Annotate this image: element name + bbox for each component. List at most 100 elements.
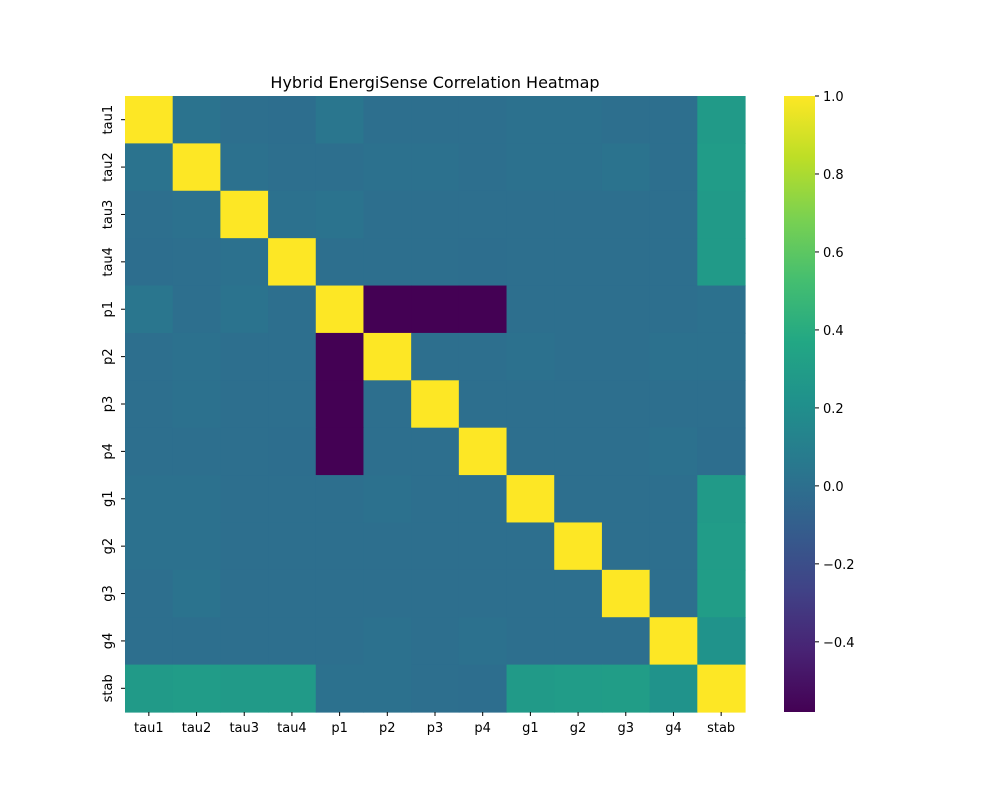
y-tick-label: tau2: [101, 152, 116, 182]
heatmap-cell-g2-g4: [649, 522, 698, 571]
heatmap-cell-p3-tau4: [268, 380, 317, 429]
x-tick-label: g3: [618, 721, 635, 736]
heatmap-cell-p2-tau4: [268, 332, 317, 381]
heatmap-cell-p3-p3: [411, 380, 460, 429]
heatmap-cell-stab-tau1: [125, 664, 174, 713]
heatmap-cell-g1-tau1: [125, 475, 174, 524]
heatmap-cell-stab-g2: [554, 664, 603, 713]
heatmap-cell-tau2-g1: [506, 143, 555, 192]
x-tick-label: p3: [427, 721, 444, 736]
heatmap-cell-tau3-g4: [649, 190, 698, 239]
heatmap-cell-tau4-p3: [411, 238, 460, 287]
heatmap-cell-g4-p1: [315, 617, 365, 666]
heatmap-cell-tau1-g4: [649, 96, 698, 144]
colorbar-tick-label: 0.6: [823, 246, 844, 261]
heatmap-cell-tau1-g2: [554, 96, 603, 144]
heatmap-cell-tau2-p3: [411, 143, 460, 192]
heatmap-cell-p4-g1: [506, 427, 555, 476]
heatmap-cell-g4-g4: [649, 617, 698, 666]
heatmap-cell-tau4-tau2: [172, 238, 221, 287]
heatmap-cell-p4-p1: [315, 427, 365, 476]
heatmap-cell-tau4-g3: [601, 238, 651, 287]
heatmap-cell-tau1-p4: [458, 96, 508, 144]
heatmap-cell-stab-p2: [363, 664, 412, 713]
heatmap-cell-stab-g4: [649, 664, 698, 713]
heatmap-cell-g4-p2: [363, 617, 412, 666]
heatmap-cell-g2-tau1: [125, 522, 174, 571]
heatmap-cell-g2-g1: [506, 522, 555, 571]
heatmap-cell-g4-tau2: [172, 617, 221, 666]
y-tick-label: g2: [101, 538, 116, 555]
y-tick-label: stab: [101, 674, 116, 702]
heatmap-cell-p3-g2: [554, 380, 603, 429]
heatmap-cell-stab-tau2: [172, 664, 221, 713]
heatmap-cell-p1-g3: [601, 285, 651, 334]
heatmap-cell-p4-p2: [363, 427, 412, 476]
x-tick-label: tau1: [134, 721, 164, 736]
heatmap-cell-stab-p3: [411, 664, 460, 713]
heatmap-cell-g2-p1: [315, 522, 365, 571]
heatmap-cell-g3-g1: [506, 569, 555, 618]
colorbar-gradient: [784, 96, 815, 712]
x-tick-label: stab: [707, 721, 735, 736]
heatmap-cell-p2-g1: [506, 332, 555, 381]
heatmap-cell-stab-stab: [697, 664, 746, 713]
heatmap-cell-g1-g3: [601, 475, 651, 524]
heatmap-cell-g1-tau2: [172, 475, 221, 524]
heatmap-cell-tau3-tau1: [125, 190, 174, 239]
heatmap-cell-tau4-g2: [554, 238, 603, 287]
heatmap-cell-p4-p3: [411, 427, 460, 476]
heatmap-cell-g1-p3: [411, 475, 460, 524]
heatmap-cell-g3-g4: [649, 569, 698, 618]
heatmap-cell-g3-tau1: [125, 569, 174, 618]
heatmap-cell-p3-p2: [363, 380, 412, 429]
heatmap-cell-tau2-tau3: [220, 143, 269, 192]
heatmap-cell-p3-tau2: [172, 380, 221, 429]
x-tick-label: g2: [570, 721, 587, 736]
heatmap-cell-tau2-tau1: [125, 143, 174, 192]
heatmap-cell-tau3-tau4: [268, 190, 317, 239]
heatmap-cell-tau4-g4: [649, 238, 698, 287]
chart-title: Hybrid EnergiSense Correlation Heatmap: [270, 73, 599, 92]
heatmap-cell-tau4-tau4: [268, 238, 317, 287]
heatmap-cell-p1-tau4: [268, 285, 317, 334]
heatmap-cell-stab-g1: [506, 664, 555, 713]
heatmap-cell-p4-g3: [601, 427, 651, 476]
heatmap-cell-tau4-tau3: [220, 238, 269, 287]
heatmap-cell-g2-p3: [411, 522, 460, 571]
heatmap-cell-p2-g4: [649, 332, 698, 381]
heatmap-cell-tau2-p4: [458, 143, 508, 192]
heatmap-cell-p1-tau2: [172, 285, 221, 334]
heatmap-cell-p4-tau4: [268, 427, 317, 476]
heatmap-cell-g4-tau4: [268, 617, 317, 666]
heatmap-cell-g3-p1: [315, 569, 365, 618]
heatmap-cell-stab-tau4: [268, 664, 317, 713]
heatmap-cell-stab-g3: [601, 664, 651, 713]
heatmap-cell-g3-tau2: [172, 569, 221, 618]
x-tick-label: g1: [522, 721, 539, 736]
heatmap-cell-tau3-p3: [411, 190, 460, 239]
y-tick-label: g1: [101, 491, 116, 508]
heatmap-cell-p3-tau1: [125, 380, 174, 429]
heatmap-cell-g3-tau3: [220, 569, 269, 618]
heatmap-cell-p2-tau3: [220, 332, 269, 381]
heatmap-cell-g1-stab: [697, 475, 746, 524]
heatmap-cell-p2-p2: [363, 332, 412, 381]
heatmap-cells: [125, 96, 746, 713]
heatmap-cell-tau2-g4: [649, 143, 698, 192]
x-tick-label: p4: [474, 721, 491, 736]
colorbar: 1.0 0.8 0.6 0.4 0.2 0.0 −0.2 −0.4: [784, 90, 855, 712]
heatmap-cell-g2-p4: [458, 522, 508, 571]
heatmap-cell-p2-g3: [601, 332, 651, 381]
heatmap-cell-p3-g3: [601, 380, 651, 429]
heatmap-cell-tau4-p2: [363, 238, 412, 287]
heatmap-cell-g3-p3: [411, 569, 460, 618]
heatmap-cell-p4-g4: [649, 427, 698, 476]
heatmap-cell-tau3-tau3: [220, 190, 269, 239]
heatmap-cell-tau2-stab: [697, 143, 746, 192]
heatmap-cell-g1-tau3: [220, 475, 269, 524]
heatmap-cell-tau1-tau3: [220, 96, 269, 144]
heatmap-cell-p3-g1: [506, 380, 555, 429]
heatmap-cell-stab-p1: [315, 664, 365, 713]
